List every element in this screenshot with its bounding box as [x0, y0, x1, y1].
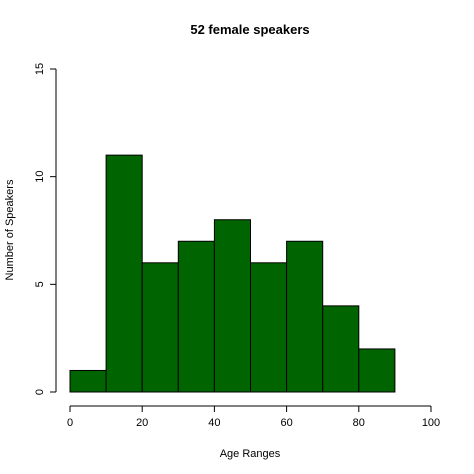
- y-tick-label: 5: [34, 281, 46, 287]
- bars-group: [69, 154, 396, 393]
- y-tick-label: 0: [34, 389, 46, 395]
- x-axis-label: Age Ranges: [220, 448, 281, 460]
- bar-20-30: [141, 262, 179, 393]
- bar-60-70: [286, 240, 324, 393]
- bar-30-40: [177, 240, 215, 393]
- y-axis: 0 5 10 15: [34, 63, 57, 395]
- bar-0-10: [69, 369, 107, 393]
- chart-title: 52 female speakers: [190, 22, 309, 37]
- x-tick-label: 40: [208, 417, 220, 429]
- x-tick-label: 80: [353, 417, 365, 429]
- x-tick-label: 60: [280, 417, 292, 429]
- bar-10-20: [105, 154, 143, 393]
- x-tick-label: 0: [67, 417, 73, 429]
- x-axis: 0 20 40 60 80 100: [67, 405, 440, 429]
- y-axis-label: Number of Speakers: [4, 179, 16, 280]
- bar-50-60: [250, 262, 288, 393]
- bar-70-80: [322, 305, 360, 393]
- y-tick-label: 15: [34, 63, 46, 75]
- x-tick-label: 100: [422, 417, 440, 429]
- y-tick-label: 10: [34, 171, 46, 183]
- bar-40-50: [213, 219, 251, 393]
- bar-80-90: [358, 348, 396, 393]
- x-tick-label: 20: [136, 417, 148, 429]
